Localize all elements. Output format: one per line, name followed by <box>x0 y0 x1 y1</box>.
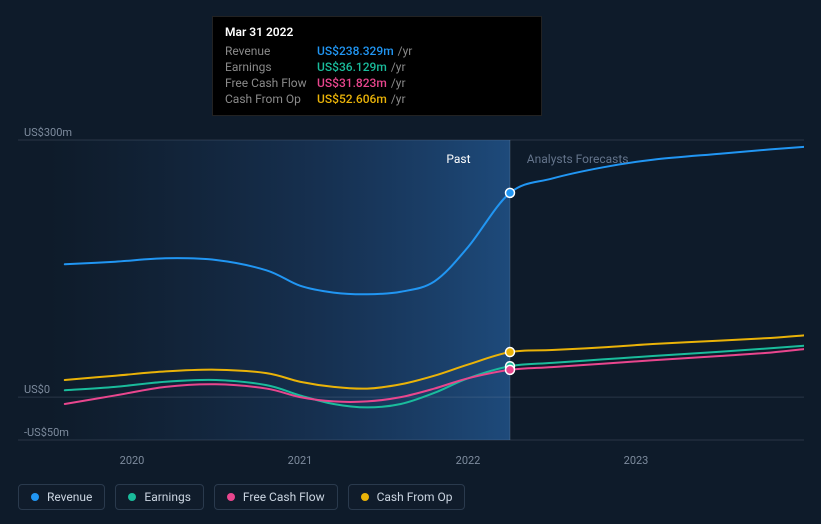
x-axis-label: 2022 <box>456 454 481 467</box>
tooltip-metric-value: US$238.329m <box>317 44 394 58</box>
highlight-marker <box>506 348 515 357</box>
legend-label: Free Cash Flow <box>243 490 325 504</box>
tooltip-metric-suffix: /yr <box>398 44 413 58</box>
tooltip-metric-value: US$36.129m <box>317 60 387 74</box>
legend-item-cash-from-op[interactable]: Cash From Op <box>348 484 466 510</box>
tooltip-metric-value: US$52.606m <box>317 92 387 106</box>
highlight-marker <box>506 365 515 374</box>
legend-dot-icon <box>227 493 235 501</box>
tooltip-metric-label: Free Cash Flow <box>225 76 317 90</box>
y-axis-label: US$300m <box>24 126 72 139</box>
x-axis-label: 2023 <box>624 454 649 467</box>
y-axis-label: US$0 <box>24 383 50 396</box>
legend-dot-icon <box>31 493 39 501</box>
legend-item-revenue[interactable]: Revenue <box>18 484 105 510</box>
legend-dot-icon <box>128 493 136 501</box>
legend-item-earnings[interactable]: Earnings <box>115 484 204 510</box>
financial-chart[interactable]: US$300mUS$0-US$50m 2020202120222023 Past… <box>18 120 804 450</box>
tooltip-row: EarningsUS$36.129m/yr <box>225 59 529 75</box>
section-label-past: Past <box>446 152 470 166</box>
legend-label: Revenue <box>47 490 92 504</box>
legend-dot-icon <box>361 493 369 501</box>
legend-item-free-cash-flow[interactable]: Free Cash Flow <box>214 484 338 510</box>
tooltip-metric-suffix: /yr <box>391 92 406 106</box>
section-label-forecast: Analysts Forecasts <box>527 152 629 166</box>
legend-label: Earnings <box>144 490 191 504</box>
y-axis-label: -US$50m <box>24 426 69 439</box>
tooltip-date: Mar 31 2022 <box>225 25 529 39</box>
x-axis-label: 2020 <box>120 454 145 467</box>
highlight-marker <box>506 188 515 197</box>
tooltip-row: RevenueUS$238.329m/yr <box>225 43 529 59</box>
tooltip-metric-label: Earnings <box>225 60 317 74</box>
legend-label: Cash From Op <box>377 490 453 504</box>
tooltip-metric-label: Cash From Op <box>225 92 317 106</box>
tooltip-metric-suffix: /yr <box>391 76 406 90</box>
chart-tooltip: Mar 31 2022 RevenueUS$238.329m/yrEarning… <box>212 16 542 116</box>
x-axis-label: 2021 <box>288 454 313 467</box>
tooltip-metric-label: Revenue <box>225 44 317 58</box>
tooltip-metric-suffix: /yr <box>391 60 406 74</box>
tooltip-row: Cash From OpUS$52.606m/yr <box>225 91 529 107</box>
tooltip-metric-value: US$31.823m <box>317 76 387 90</box>
tooltip-row: Free Cash FlowUS$31.823m/yr <box>225 75 529 91</box>
chart-legend: Revenue Earnings Free Cash Flow Cash From O… <box>18 484 465 510</box>
